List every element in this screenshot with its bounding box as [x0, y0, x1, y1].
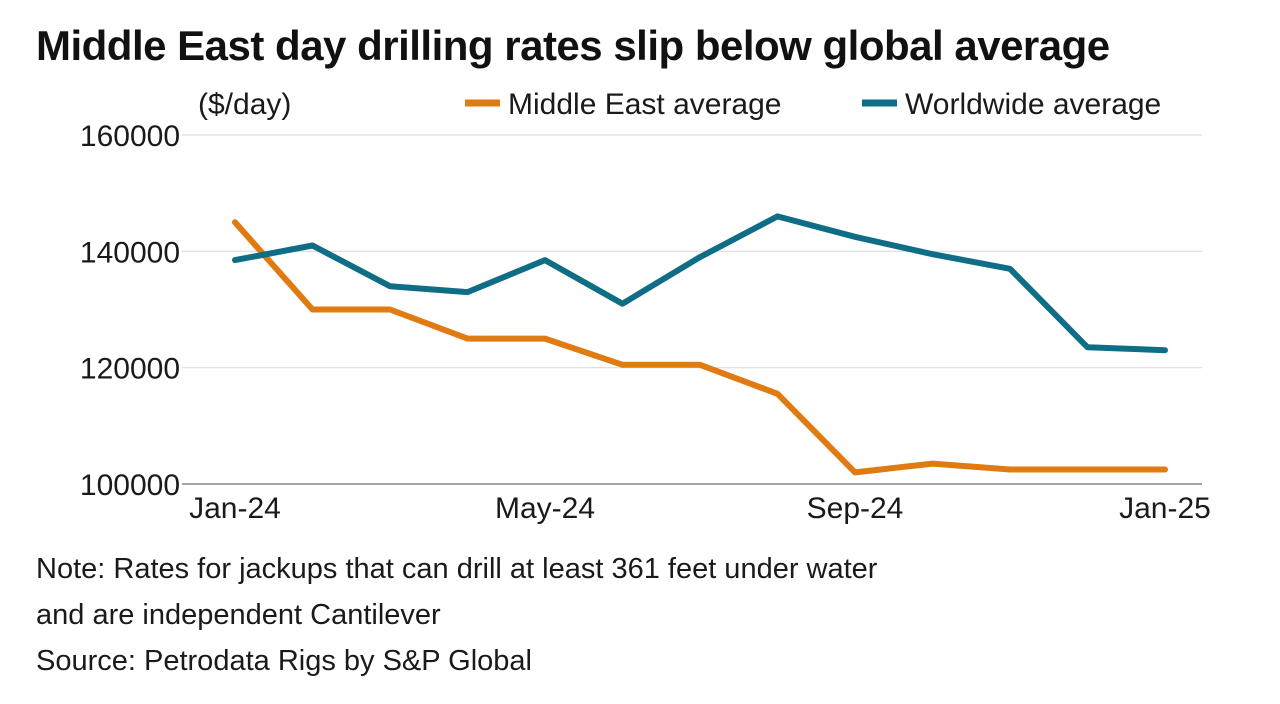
- x-tick-label: Jan-25: [1119, 492, 1211, 525]
- y-axis-ticks: 160000 140000 120000 100000: [80, 120, 180, 502]
- x-axis-ticks: Jan-24 May-24 Sep-24 Jan-25: [189, 492, 1211, 525]
- legend-label: Middle East average: [508, 88, 782, 121]
- series-line: [232, 219, 1168, 476]
- x-tick-label: Jan-24: [189, 492, 281, 525]
- x-tick-label: May-24: [495, 492, 595, 525]
- series-lines: [232, 213, 1168, 476]
- x-tick-label: Sep-24: [807, 492, 904, 525]
- note-line-2: and are independent Cantilever: [36, 599, 441, 631]
- y-tick-label: 120000: [80, 353, 180, 386]
- y-tick-label: 140000: [80, 236, 180, 269]
- series-line: [232, 213, 1168, 354]
- legend-label: Worldwide average: [905, 88, 1161, 121]
- y-tick-label: 160000: [80, 120, 180, 153]
- chart-title: Middle East day drilling rates slip belo…: [36, 22, 1110, 69]
- chart-footer: Note: Rates for jackups that can drill a…: [36, 546, 877, 684]
- y-axis-label: ($/day): [198, 88, 291, 121]
- line-chart: 160000 140000 120000 100000 Jan-24 May-24 Sep…: [80, 88, 1211, 525]
- y-tick-label: 100000: [80, 469, 180, 502]
- source-line: Source: Petrodata Rigs by S&P Global: [36, 645, 532, 677]
- legend: Middle East average Worldwide average: [465, 88, 1161, 121]
- note-line-1: Note: Rates for jackups that can drill a…: [36, 553, 878, 585]
